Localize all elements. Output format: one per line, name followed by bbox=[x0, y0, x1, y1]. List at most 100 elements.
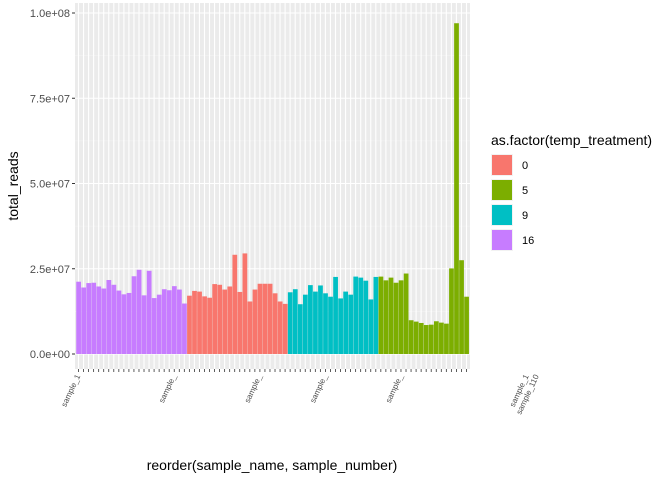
bar bbox=[398, 280, 404, 354]
legend-label: 16 bbox=[522, 235, 534, 247]
bar bbox=[413, 321, 419, 354]
bar bbox=[418, 322, 424, 354]
bar bbox=[136, 269, 142, 354]
legend-label: 9 bbox=[522, 210, 528, 222]
bar bbox=[161, 289, 167, 354]
x-tick-label: sample_ bbox=[157, 373, 178, 405]
bar bbox=[287, 292, 293, 354]
bar bbox=[323, 293, 328, 354]
bar bbox=[454, 23, 459, 354]
bar bbox=[227, 286, 233, 354]
y-axis-title: total_reads bbox=[5, 151, 21, 220]
legend-title: as.factor(temp_treatment) bbox=[491, 132, 652, 148]
y-tick-label: 0.0e+00 bbox=[30, 349, 70, 361]
bar bbox=[171, 286, 177, 354]
legend-label: 0 bbox=[522, 160, 528, 172]
bar bbox=[433, 321, 439, 354]
x-tick-label: sample_ bbox=[308, 373, 329, 405]
bar bbox=[126, 292, 132, 354]
bar bbox=[318, 285, 323, 354]
bar bbox=[302, 294, 308, 354]
bar bbox=[308, 285, 313, 354]
bar bbox=[202, 296, 207, 354]
legend-swatch bbox=[492, 205, 512, 225]
bar bbox=[91, 282, 97, 354]
bar bbox=[292, 289, 298, 354]
bar bbox=[428, 324, 434, 354]
y-tick-label: 2.5e+07 bbox=[30, 264, 70, 276]
bar bbox=[151, 298, 157, 354]
bar bbox=[166, 290, 172, 354]
x-tick-label: sample_1 bbox=[60, 373, 83, 409]
bar bbox=[388, 277, 394, 354]
bar bbox=[242, 253, 248, 354]
x-axis-title: reorder(sample_name, sample_number) bbox=[147, 457, 398, 473]
bar bbox=[86, 283, 92, 354]
bar bbox=[257, 283, 263, 354]
legend-items: 0 5 9 16 bbox=[491, 154, 534, 251]
bar bbox=[353, 276, 359, 354]
bar bbox=[121, 294, 127, 354]
bar bbox=[408, 320, 414, 354]
bar bbox=[217, 284, 223, 354]
bar bbox=[277, 301, 283, 354]
y-axis: 0.0e+00 2.5e+07 5.0e+07 7.5e+07 1.0e+08 bbox=[30, 8, 75, 361]
legend: as.factor(temp_treatment) 0 5 9 16 bbox=[491, 132, 652, 251]
bar bbox=[423, 325, 429, 354]
bar bbox=[101, 288, 107, 354]
bar bbox=[232, 254, 238, 354]
bar bbox=[252, 289, 258, 354]
bar bbox=[282, 303, 288, 354]
bar bbox=[116, 290, 122, 354]
bar bbox=[96, 286, 102, 354]
bar bbox=[182, 303, 187, 354]
bar bbox=[156, 294, 162, 354]
bar bbox=[222, 289, 228, 354]
legend-label: 5 bbox=[522, 185, 528, 197]
y-tick-label: 5.0e+07 bbox=[30, 179, 70, 191]
bar bbox=[403, 273, 409, 354]
bar bbox=[111, 284, 117, 354]
legend-swatch bbox=[492, 230, 512, 250]
legend-swatch bbox=[492, 180, 512, 200]
bar bbox=[141, 295, 147, 354]
bar bbox=[363, 280, 369, 354]
bar bbox=[212, 284, 218, 354]
bar bbox=[177, 289, 182, 354]
bar bbox=[106, 280, 112, 354]
bar bbox=[192, 290, 197, 354]
legend-swatch bbox=[492, 155, 512, 175]
bar bbox=[383, 280, 389, 354]
bar bbox=[207, 297, 212, 354]
bar bbox=[237, 291, 243, 354]
bar bbox=[439, 322, 444, 354]
bar bbox=[81, 287, 87, 354]
bar bbox=[378, 276, 384, 354]
bar bbox=[373, 276, 379, 354]
bar bbox=[187, 295, 192, 354]
bar bbox=[368, 299, 374, 354]
bar bbox=[297, 304, 303, 354]
bar bbox=[262, 283, 268, 354]
y-tick-label: 7.5e+07 bbox=[30, 93, 70, 105]
bar bbox=[76, 281, 81, 354]
bar bbox=[338, 298, 343, 354]
bar bbox=[247, 301, 253, 354]
bar bbox=[348, 294, 354, 354]
x-tick-label: sample_ bbox=[384, 373, 405, 405]
bar bbox=[333, 276, 338, 354]
bar bbox=[444, 323, 449, 354]
bars bbox=[76, 23, 469, 354]
x-tick-label: sample_ bbox=[243, 373, 264, 405]
bar bbox=[272, 293, 278, 354]
x-axis: sample_1 sample_ sample_ sample_ sample_ samp… bbox=[60, 369, 541, 416]
bar bbox=[464, 296, 469, 354]
bar bbox=[328, 296, 333, 354]
bar bbox=[343, 291, 349, 354]
bar bbox=[131, 276, 137, 354]
bar bbox=[393, 282, 399, 354]
bar bbox=[146, 270, 152, 354]
bar bbox=[197, 291, 202, 354]
y-tick-label: 1.0e+08 bbox=[30, 8, 70, 20]
